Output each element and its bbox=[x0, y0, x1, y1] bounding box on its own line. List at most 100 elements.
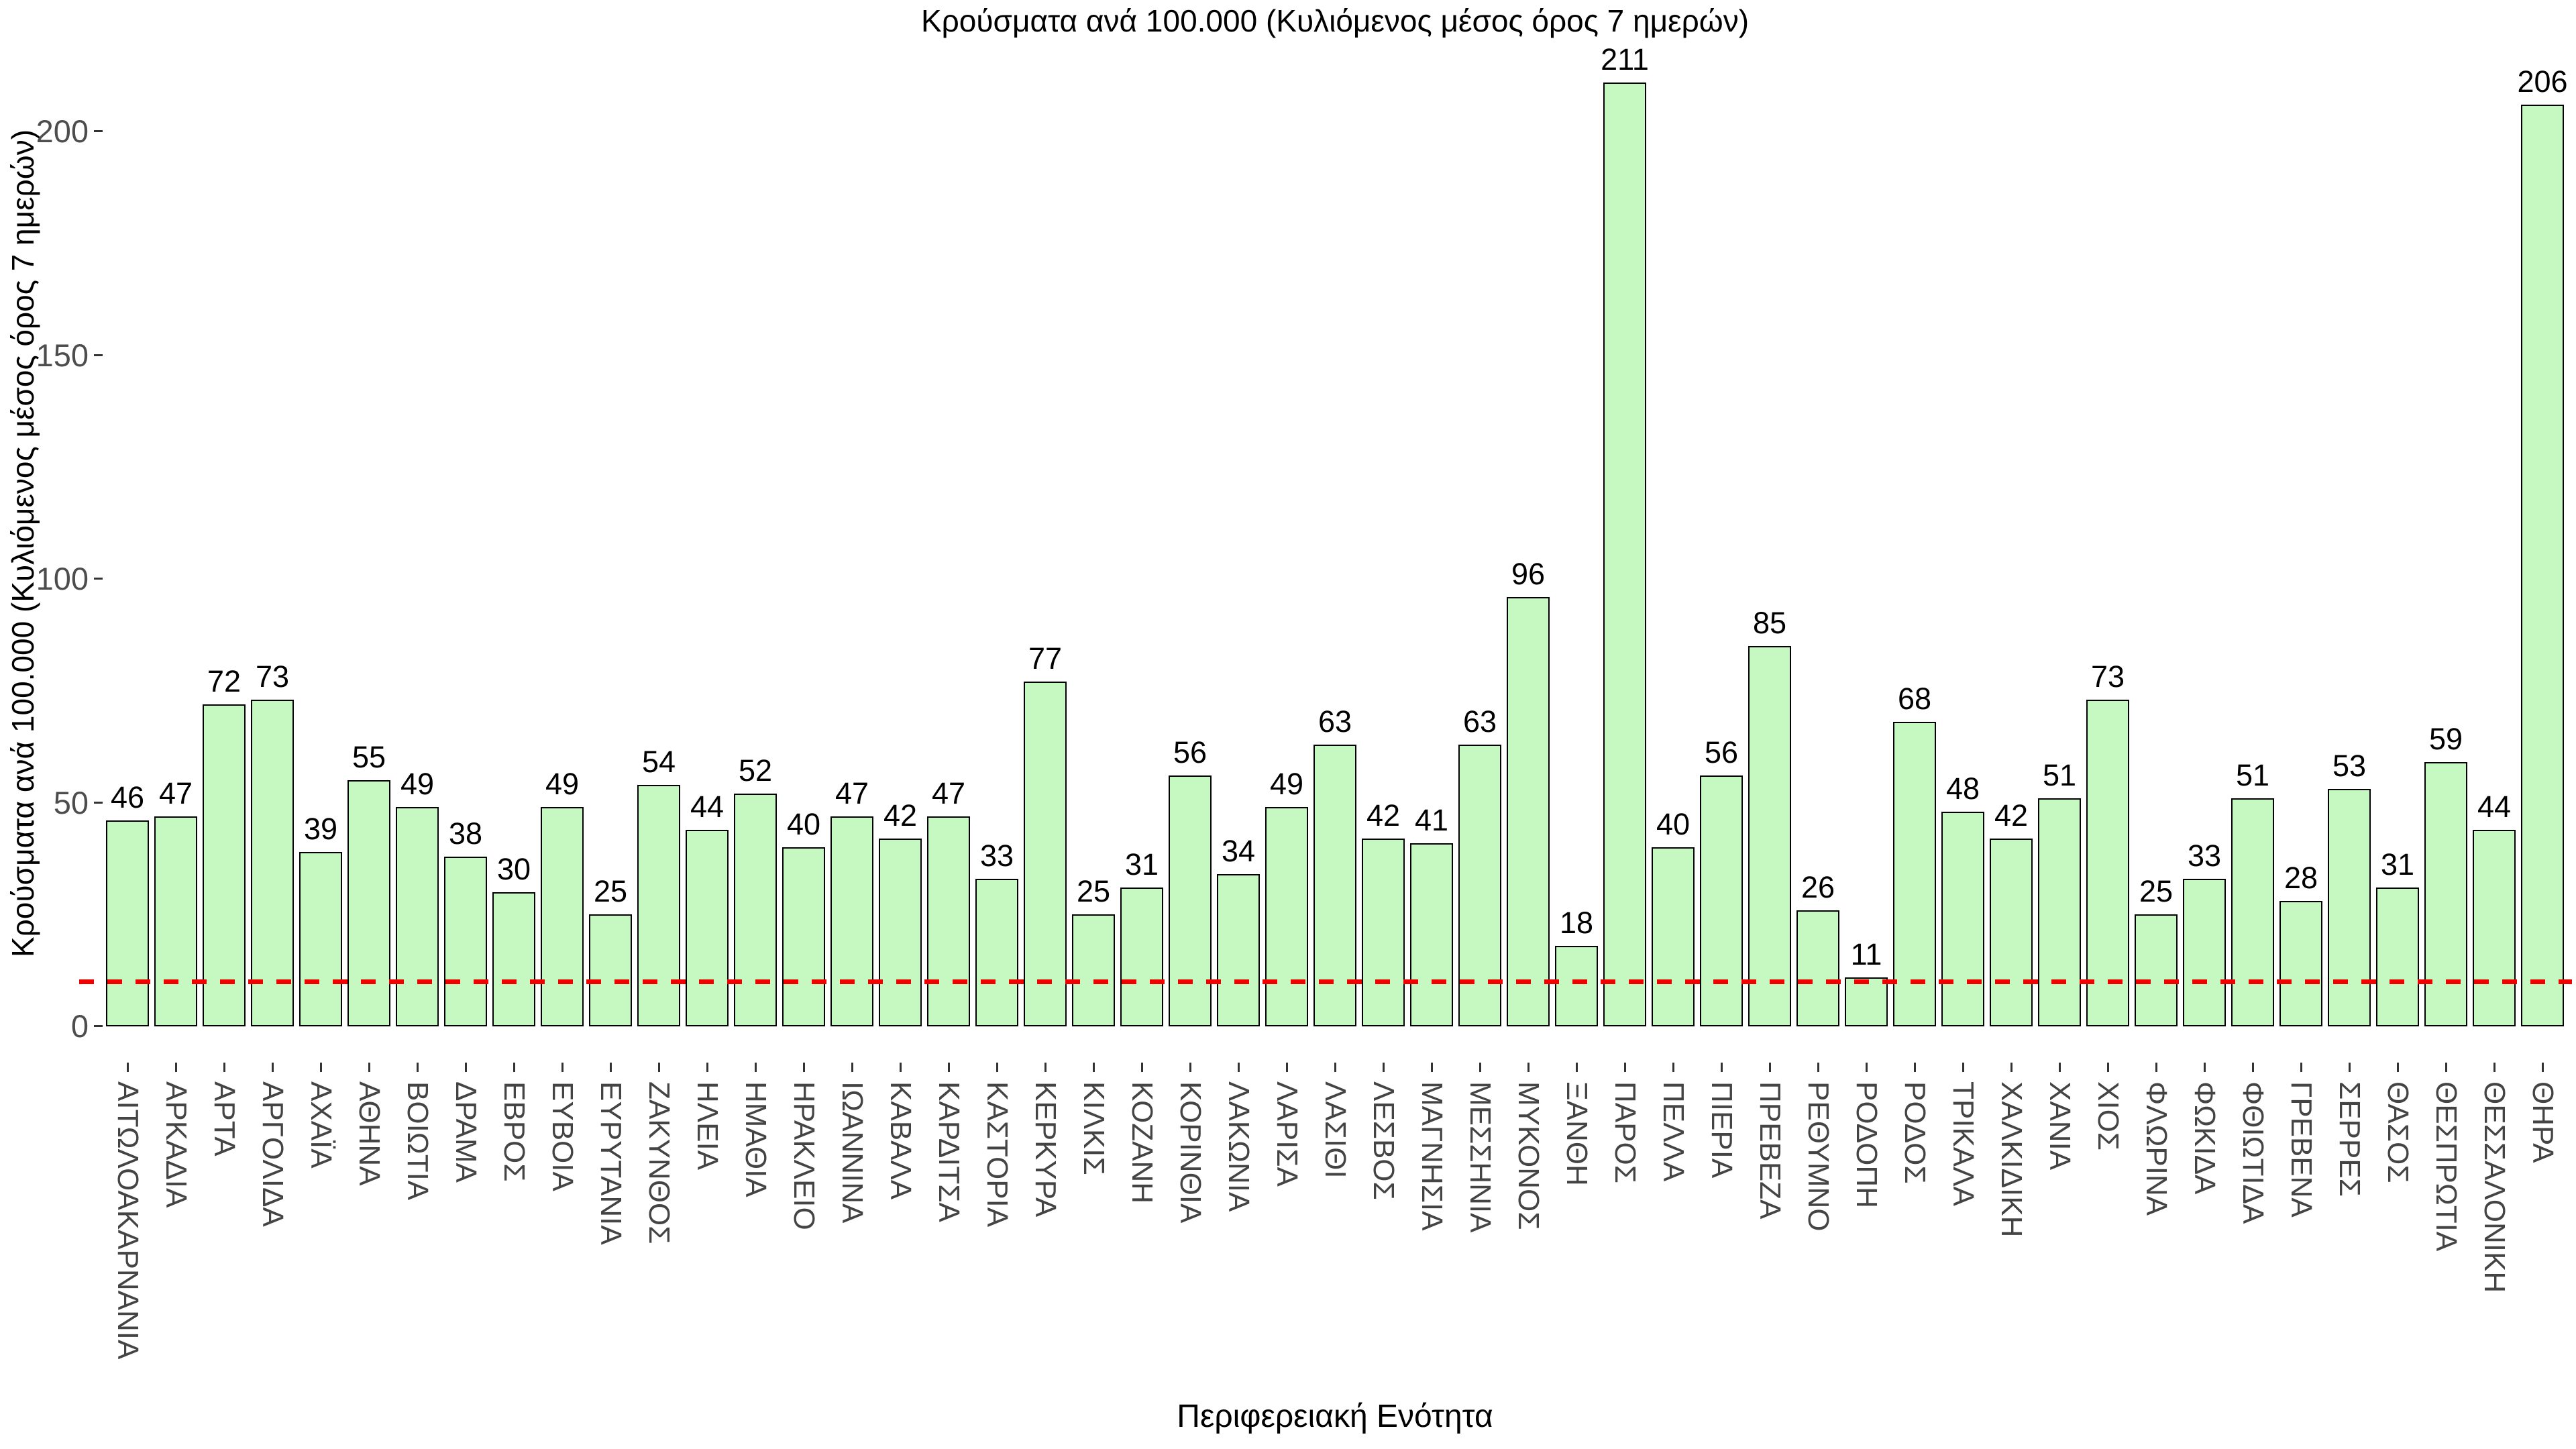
bar-value-label: 30 bbox=[496, 851, 531, 886]
bar bbox=[879, 838, 922, 1026]
x-axis-tick-label: ΞΑΝΘΗ bbox=[1560, 1081, 1593, 1186]
bar bbox=[203, 704, 246, 1026]
x-axis-tick-label: ΕΥΡΥΤΑΝΙΑ bbox=[594, 1081, 627, 1245]
x-axis-tick-label: ΑΘΗΝΑ bbox=[353, 1081, 386, 1186]
bar bbox=[2038, 798, 2081, 1026]
x-axis-tick-label: ΦΘΙΩΤΙΔΑ bbox=[2237, 1081, 2269, 1224]
x-axis-tick-mark bbox=[706, 1063, 708, 1072]
bar bbox=[1652, 847, 1695, 1026]
x-axis-tick-mark bbox=[513, 1063, 515, 1072]
bar-value-label: 54 bbox=[641, 744, 676, 779]
bar bbox=[1796, 910, 1839, 1026]
x-axis-tick-mark bbox=[465, 1063, 467, 1072]
bar bbox=[444, 856, 487, 1026]
bar bbox=[1845, 977, 1888, 1026]
bar bbox=[541, 807, 584, 1026]
x-axis-tick-label: ΚΑΒΑΛΑ bbox=[884, 1081, 917, 1200]
x-axis-tick-label: ΘΗΡΑ bbox=[2526, 1081, 2559, 1163]
bar-value-label: 42 bbox=[1994, 798, 2029, 833]
x-axis-tick-label: ΖΑΚΥΝΘΟΣ bbox=[643, 1081, 676, 1244]
x-axis-tick-label: ΜΑΓΝΗΣΙΑ bbox=[1415, 1081, 1448, 1231]
x-axis-tick-mark bbox=[2204, 1063, 2206, 1072]
x-axis-tick-label: ΚΟΡΙΝΘΙΑ bbox=[1174, 1081, 1207, 1224]
bar bbox=[637, 784, 680, 1026]
bar-value-label: 49 bbox=[1269, 767, 1304, 802]
bar bbox=[347, 780, 390, 1026]
x-axis-tick-label: ΦΩΚΙΔΑ bbox=[2188, 1081, 2221, 1195]
bar-value-label: 28 bbox=[2284, 861, 2318, 896]
x-axis-tick-mark bbox=[1383, 1063, 1385, 1072]
bar-value-label: 25 bbox=[2139, 874, 2174, 909]
bar-value-label: 56 bbox=[1173, 735, 1208, 770]
bar bbox=[1120, 888, 1163, 1026]
x-axis-tick-mark bbox=[1817, 1063, 1819, 1072]
bar-value-label: 211 bbox=[1601, 42, 1649, 76]
reference-line bbox=[79, 979, 2572, 985]
y-axis-tick-label: 150 bbox=[36, 337, 89, 373]
x-axis-tick-label: ΕΒΡΟΣ bbox=[498, 1081, 531, 1182]
bar-value-label: 11 bbox=[1850, 936, 1882, 971]
x-axis-tick-mark bbox=[1576, 1063, 1578, 1072]
x-axis-tick-mark bbox=[1527, 1063, 1529, 1072]
x-axis-tick-label: ΠΑΡΟΣ bbox=[1609, 1081, 1642, 1183]
x-axis-tick-mark bbox=[1141, 1063, 1143, 1072]
x-axis-tick-label: ΛΕΣΒΟΣ bbox=[1367, 1081, 1400, 1200]
bar bbox=[2473, 829, 2516, 1026]
x-axis-tick-label: ΧΙΟΣ bbox=[2092, 1081, 2125, 1150]
x-axis-tick-mark bbox=[1286, 1063, 1288, 1072]
bar bbox=[2086, 700, 2129, 1026]
x-axis-tick-mark bbox=[2542, 1063, 2544, 1072]
y-axis-title: Κρούσματα ανά 100.000 (Κυλιόμενος μέσος … bbox=[5, 129, 40, 958]
bar-value-label: 46 bbox=[110, 780, 145, 815]
x-axis-title: Περιφερειακή Ενότητα bbox=[1177, 1399, 1493, 1434]
x-axis-tick-label: ΡΟΔΟΣ bbox=[1898, 1081, 1931, 1184]
bar-value-label: 47 bbox=[931, 775, 966, 810]
x-axis-tick-label: ΚΟΖΑΝΗ bbox=[1126, 1081, 1159, 1203]
x-axis-tick-label: ΡΕΘΥΜΝΟ bbox=[1802, 1081, 1835, 1232]
x-axis-tick-mark bbox=[658, 1063, 660, 1072]
bar-value-label: 96 bbox=[1511, 556, 1546, 591]
x-axis-tick-label: ΚΙΛΚΙΣ bbox=[1077, 1081, 1110, 1175]
bar bbox=[1024, 682, 1067, 1026]
bar-value-label: 33 bbox=[979, 838, 1014, 873]
bar-value-label: 51 bbox=[2042, 757, 2077, 792]
x-axis-tick-mark bbox=[1189, 1063, 1191, 1072]
bar bbox=[154, 816, 197, 1026]
x-axis-tick-mark bbox=[2059, 1063, 2061, 1072]
x-axis-tick-label: ΑΡΓΟΛΙΔΑ bbox=[256, 1081, 289, 1227]
x-axis-tick-mark bbox=[755, 1063, 757, 1072]
bar-value-label: 72 bbox=[207, 663, 241, 698]
x-axis-tick-label: ΛΑΡΙΣΑ bbox=[1271, 1081, 1303, 1187]
bar bbox=[2328, 789, 2371, 1026]
bar-value-label: 59 bbox=[2428, 722, 2463, 757]
bar bbox=[830, 816, 873, 1026]
x-axis-tick-mark bbox=[610, 1063, 612, 1072]
x-axis-tick-label: ΚΑΡΔΙΤΣΑ bbox=[932, 1081, 965, 1222]
bar bbox=[1410, 843, 1453, 1026]
bar bbox=[1603, 82, 1646, 1026]
x-axis-tick-label: ΘΑΣΟΣ bbox=[2381, 1081, 2414, 1183]
x-axis-tick-mark bbox=[948, 1063, 950, 1072]
x-axis-tick-mark bbox=[1624, 1063, 1626, 1072]
bar bbox=[2231, 798, 2274, 1026]
y-axis-tick-mark bbox=[94, 354, 103, 356]
x-axis-tick-mark bbox=[368, 1063, 370, 1072]
y-axis-tick-mark bbox=[94, 578, 103, 580]
x-axis-tick-label: ΑΡΤΑ bbox=[208, 1081, 241, 1157]
x-axis-tick-label: ΘΕΣΠΡΩΤΙΑ bbox=[2430, 1081, 2463, 1252]
bar bbox=[1458, 744, 1501, 1026]
bar-value-label: 33 bbox=[2187, 838, 2222, 873]
x-axis-tick-mark bbox=[900, 1063, 902, 1072]
bar-value-label: 49 bbox=[545, 767, 580, 802]
bar-value-label: 26 bbox=[1801, 869, 1835, 904]
bar-value-label: 40 bbox=[1656, 807, 1690, 842]
bar bbox=[396, 807, 439, 1026]
bar bbox=[1217, 874, 1260, 1026]
bar-value-label: 39 bbox=[303, 811, 338, 846]
bar-value-label: 18 bbox=[1559, 905, 1594, 940]
x-axis-tick-label: ΡΟΔΟΠΗ bbox=[1850, 1081, 1883, 1208]
x-axis-tick-label: ΚΑΣΤΟΡΙΑ bbox=[981, 1081, 1014, 1228]
x-axis-tick-mark bbox=[996, 1063, 998, 1072]
bar bbox=[1169, 775, 1212, 1026]
